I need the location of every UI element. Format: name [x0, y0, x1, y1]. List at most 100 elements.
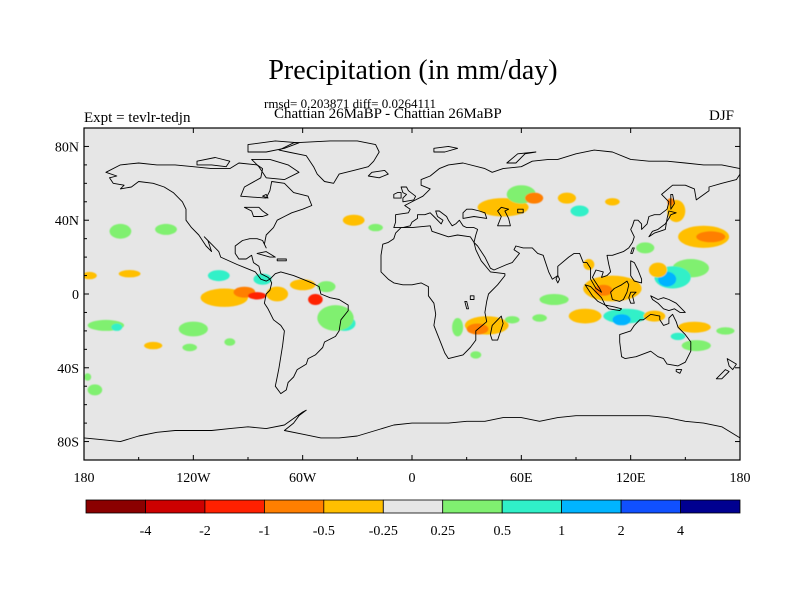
coastline-south-america: [263, 271, 349, 395]
coastline-eurasia: [393, 149, 740, 293]
coastline-new-guinea: [650, 295, 686, 313]
y-tick-label: 0: [72, 288, 79, 303]
colorbar-swatch: [442, 499, 503, 514]
colorbar-label: 4: [677, 524, 684, 539]
coastline-hispaniola: [276, 258, 287, 262]
x-tick-label: 180: [730, 471, 751, 486]
colorbar-label: -0.25: [369, 524, 398, 539]
coastline-svalbard: [433, 145, 459, 153]
anomaly-region: [84, 271, 97, 280]
colorbar-swatch: [145, 499, 206, 514]
colorbar-label: 1: [558, 524, 565, 539]
coastline-ireland: [393, 192, 402, 199]
coastline-cuba: [256, 251, 276, 258]
anomaly-region: [605, 198, 620, 206]
y-tick-label: 80N: [55, 140, 79, 155]
colorbar-label: -2: [199, 524, 211, 539]
coastline-australia: [619, 313, 692, 367]
x-tick-label: 60E: [510, 471, 533, 486]
coastline-sri-lanka: [555, 275, 561, 284]
x-tick-label: 0: [409, 471, 416, 486]
anomaly-region: [643, 310, 666, 322]
y-tick-label: 40N: [55, 214, 79, 229]
coastline-black-sea: [462, 208, 488, 219]
anomaly-region: [84, 373, 92, 381]
coastline-tasmania: [675, 369, 683, 374]
anomaly-region: [667, 199, 686, 223]
coastline-lake-victoria: [469, 295, 475, 300]
anomaly-region: [317, 281, 336, 293]
longitude-axis: 180 120W 60W 0 60E 120E 180: [74, 128, 751, 486]
anomaly-region: [182, 343, 197, 352]
coastline-novaya-zemlya: [506, 151, 537, 164]
coastline-antarctica: [84, 409, 740, 443]
anomaly-region: [678, 321, 711, 333]
anomaly-region: [716, 327, 735, 335]
coastline-baffin: [251, 158, 300, 181]
anomaly-region: [532, 314, 547, 322]
coastline-java: [604, 304, 623, 312]
anomaly-layer: [84, 185, 735, 396]
coastline-ellesmere: [247, 140, 300, 153]
x-tick-label: 180: [74, 471, 95, 486]
coastline-layer: [84, 140, 740, 443]
coastline-philippines: [630, 260, 643, 284]
y-tick-label: 80S: [57, 436, 79, 451]
coastline-new-zealand-s: [715, 369, 730, 380]
anomaly-region: [118, 270, 141, 278]
coastline-uk: [400, 186, 417, 203]
x-tick-label: 60W: [289, 471, 317, 486]
anomaly-region: [452, 318, 464, 337]
anomaly-region: [178, 321, 208, 337]
colorbar-label: -1: [259, 524, 271, 539]
anomaly-region: [636, 242, 655, 254]
anomaly-region: [342, 214, 365, 226]
colorbar-label: 0.5: [493, 524, 511, 539]
coastline-victoria-isl: [196, 157, 231, 168]
anomaly-region: [525, 192, 544, 204]
coastline-great-lakes: [243, 206, 269, 217]
coastline-caspian: [497, 206, 511, 227]
colorbar-swatch: [85, 499, 146, 514]
colorbar: -4 -2 -1 -0.5 -0.25 0.25 0.5 1 2 4: [85, 499, 741, 539]
colorbar-swatch: [561, 499, 622, 514]
colorbar-swatch: [620, 499, 681, 514]
anomaly-region: [612, 314, 631, 326]
anomaly-region: [253, 273, 272, 285]
anomaly-region: [111, 323, 123, 331]
season-label: DJF: [709, 108, 735, 124]
anomaly-region: [557, 192, 577, 204]
comparison-label: Chattian 26MaBP - Chattian 26MaBP: [274, 106, 502, 122]
anomaly-region: [570, 205, 589, 217]
anomaly-region: [224, 338, 236, 346]
coastline-sakhalin: [670, 193, 675, 210]
latitude-axis: 80N 40N 0 40S 80S: [55, 127, 740, 461]
anomaly-region: [289, 279, 316, 291]
x-tick-label: 120E: [616, 471, 646, 486]
coastline-lake-tanganyika: [464, 300, 469, 310]
colorbar-label: -4: [140, 524, 152, 539]
anomaly-region: [87, 384, 103, 396]
anomaly-region: [504, 316, 520, 324]
anomaly-region: [207, 270, 230, 282]
anomaly-region: [317, 305, 354, 331]
anomaly-region: [368, 223, 383, 232]
coastline-north-america: [105, 162, 313, 282]
anomaly-region: [594, 284, 613, 296]
anomaly-region: [681, 340, 711, 352]
anomaly-region: [583, 259, 595, 270]
anomaly-region: [266, 286, 289, 302]
colorbar-swatch: [680, 499, 741, 514]
colorbar-label: 2: [618, 524, 625, 539]
coastline-new-zealand-n: [726, 358, 737, 371]
colorbar-label: -0.5: [313, 524, 335, 539]
y-tick-label: 40S: [57, 362, 79, 377]
colorbar-swatch: [263, 499, 325, 514]
anomaly-region: [539, 294, 569, 305]
map-background: [84, 128, 740, 460]
colorbar-swatch: [501, 499, 563, 514]
anomaly-region: [670, 332, 686, 341]
colorbar-swatch: [382, 499, 444, 514]
anomaly-region: [144, 341, 163, 350]
